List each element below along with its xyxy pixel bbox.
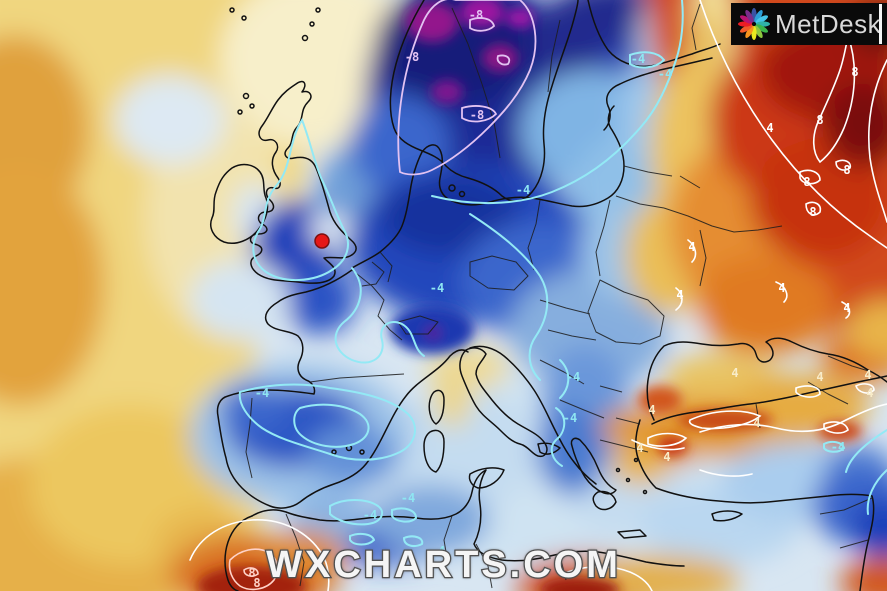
contour-label: -8 — [469, 8, 483, 22]
contour-label: 4 — [648, 403, 655, 417]
logo-edge-strip — [879, 4, 882, 44]
pinwheel-petal — [740, 15, 753, 24]
location-marker — [314, 233, 330, 249]
pinwheel-petal — [754, 25, 763, 38]
contour-label: 4 — [676, 288, 683, 302]
coastlines — [210, 0, 887, 591]
contour-label: 4 — [663, 450, 670, 464]
contour-label: 4 — [866, 386, 873, 400]
contour-label: 8 — [816, 113, 823, 127]
contour-label: -4 — [563, 411, 577, 425]
contour-label: -4 — [255, 386, 269, 400]
contour-label: -4 — [516, 183, 530, 197]
metdesk-logo-text: MetDesk — [775, 8, 882, 39]
contour-label: -8 — [470, 108, 484, 122]
contour-label: 8 — [248, 566, 255, 580]
country-borders — [245, 3, 873, 589]
contour-label: 8 — [843, 163, 850, 177]
contour-label: 4 — [766, 121, 773, 135]
pinwheel-petal — [755, 15, 768, 24]
pinwheel-petal — [745, 10, 754, 23]
contour-label: 4 — [636, 441, 643, 455]
temperature-field-detail — [197, 0, 862, 591]
contour-label: -4 — [401, 491, 415, 505]
contour-label: 8 — [253, 576, 260, 590]
contour-label: 8 — [809, 205, 816, 219]
contour-label: 4 — [731, 366, 738, 380]
contour-label: 8 — [803, 175, 810, 189]
contour-label: -4 — [566, 370, 580, 384]
contour-label: -4 — [431, 544, 445, 558]
contour-label: -4 — [831, 440, 845, 454]
contour-label: 4 — [864, 368, 871, 382]
contour-label: 4 — [843, 301, 850, 315]
pinwheel-petal — [755, 24, 768, 33]
contour-label: -4 — [658, 67, 672, 81]
contour-label: 8 — [851, 65, 858, 79]
contour-label: 4 — [753, 416, 760, 430]
contour-label: -4 — [631, 52, 645, 66]
contour-label: 4 — [816, 370, 823, 384]
contour-label: -8 — [405, 50, 419, 64]
contour-label: 4 — [688, 240, 695, 254]
pinwheel-petal — [754, 10, 763, 23]
contour-label: -4 — [363, 508, 377, 522]
pinwheel-petal — [745, 25, 754, 38]
wxcharts-watermark: WXCHARTS.COM — [265, 543, 621, 588]
metdesk-logo: MetDesk — [731, 3, 887, 45]
metdesk-pinwheel-icon — [738, 8, 770, 40]
pinwheel-petal — [740, 24, 753, 33]
contour-label: -4 — [430, 281, 444, 295]
contour-label: 4 — [778, 281, 785, 295]
contour-lines — [189, 0, 887, 591]
